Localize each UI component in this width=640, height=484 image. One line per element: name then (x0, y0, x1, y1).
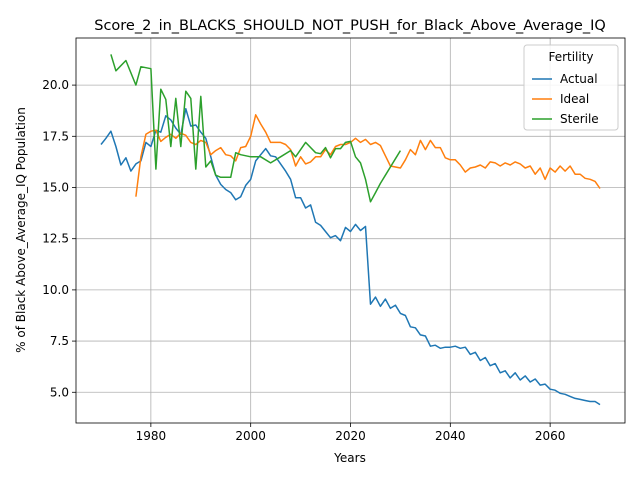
legend-label-ideal: Ideal (560, 92, 589, 106)
series-lines (100, 54, 601, 406)
x-axis-ticks: 1980 2000 2020 2040 2060 (136, 423, 566, 443)
legend: Fertility Actual Ideal Sterile (523, 44, 619, 131)
y-tick-label: 10.0 (42, 283, 69, 297)
chart-title: Score_2_in_BLACKS_SHOULD_NOT_PUSH_for_Bl… (94, 18, 606, 34)
x-tick-label: 2020 (335, 429, 366, 443)
x-axis-label: Years (333, 451, 366, 465)
x-tick-label: 1980 (136, 429, 167, 443)
y-tick-label: 15.0 (42, 180, 69, 194)
x-tick-label: 2000 (235, 429, 266, 443)
y-axis-label: % of Black Above_Average_IQ Population (14, 107, 28, 353)
legend-title: Fertility (548, 50, 593, 64)
series-line-ideal (135, 114, 601, 197)
y-tick-label: 5.0 (50, 385, 69, 399)
legend-label-actual: Actual (560, 72, 598, 86)
x-tick-label: 2040 (435, 429, 466, 443)
y-axis-ticks: 5.0 7.5 10.0 12.5 15.0 17.5 20.0 (42, 78, 76, 399)
legend-box (523, 44, 619, 131)
y-tick-label: 7.5 (50, 334, 69, 348)
series-line-sterile (110, 54, 402, 203)
legend-label-sterile: Sterile (560, 112, 599, 126)
y-tick-label: 12.5 (42, 232, 69, 246)
x-tick-label: 2060 (535, 429, 566, 443)
y-tick-label: 17.5 (42, 129, 69, 143)
y-tick-label: 20.0 (42, 78, 69, 92)
